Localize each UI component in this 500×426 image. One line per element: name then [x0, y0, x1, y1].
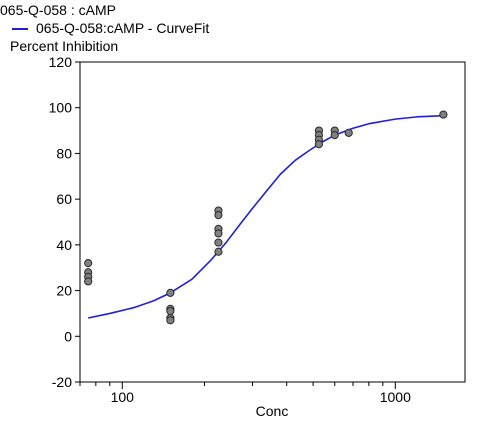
y-tick-label: 100 — [49, 100, 73, 116]
points-layer — [84, 110, 448, 325]
y-tick-label: 60 — [56, 191, 72, 207]
legend-entry-curvefit: 065-Q-058:cAMP - CurveFit — [36, 20, 209, 36]
plot-area-frame — [79, 61, 466, 383]
curve-fit-line — [88, 114, 444, 319]
curve-layer — [88, 114, 444, 319]
y-tick-label: -20 — [52, 374, 72, 390]
data-point — [439, 110, 448, 119]
x-tick-label: 1000 — [380, 389, 411, 405]
data-point — [84, 259, 93, 268]
chart-title: 065-Q-058 : cAMP — [0, 2, 116, 18]
data-point — [330, 131, 339, 140]
data-point — [214, 238, 223, 247]
x-tick-label: 100 — [111, 389, 135, 405]
data-point — [214, 247, 223, 256]
data-point — [314, 140, 324, 149]
data-point — [166, 316, 175, 325]
y-tick-label: 120 — [49, 54, 73, 70]
data-point — [166, 288, 175, 297]
data-point — [214, 211, 223, 220]
y-axis-label: Percent Inhibition — [10, 38, 118, 54]
y-tick-label: 80 — [56, 145, 72, 161]
data-point — [344, 128, 353, 137]
x-axis-ticks: 100 1000 — [79, 382, 411, 405]
y-tick-label: 0 — [64, 328, 72, 344]
data-point — [166, 307, 175, 316]
x-axis-label: Conc — [256, 403, 289, 419]
data-point — [214, 229, 223, 238]
y-axis-ticks: -20 0 20 40 60 80 100 120 — [49, 54, 80, 390]
y-tick-label: 20 — [56, 283, 72, 299]
data-point — [84, 277, 93, 286]
y-tick-label: 40 — [56, 237, 72, 253]
